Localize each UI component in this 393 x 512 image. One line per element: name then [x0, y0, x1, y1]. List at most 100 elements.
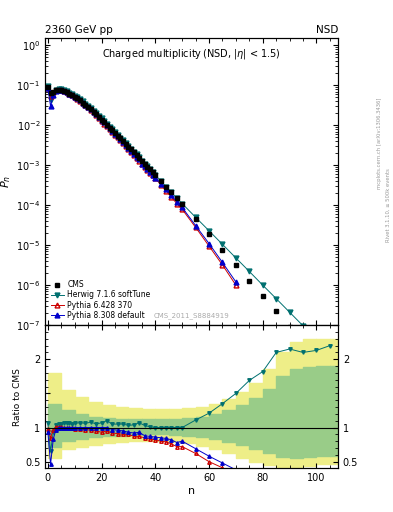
Pythia 8.308 default	[83, 101, 88, 108]
Pythia 8.308 default	[180, 204, 185, 210]
Pythia 8.308 default	[116, 133, 120, 139]
CMS	[129, 146, 134, 153]
Pythia 8.308 default	[86, 104, 90, 110]
Pythia 6.428 370	[233, 282, 238, 288]
Pythia 6.428 370	[75, 96, 80, 102]
Pythia 8.308 default	[51, 92, 56, 98]
Pythia 8.308 default	[91, 109, 96, 115]
Pythia 8.308 default	[207, 241, 211, 247]
Pythia 8.308 default	[220, 260, 225, 266]
Pythia 8.308 default	[53, 88, 58, 94]
Pythia 6.428 370	[59, 87, 64, 93]
Pythia 6.428 370	[153, 175, 158, 181]
Pythia 8.308 default	[158, 180, 163, 186]
Pythia 6.428 370	[113, 132, 118, 138]
Line: Pythia 8.308 default: Pythia 8.308 default	[46, 86, 238, 285]
Pythia 6.428 370	[88, 107, 93, 113]
Pythia 6.428 370	[132, 152, 136, 158]
Pythia 8.308 default	[233, 279, 238, 285]
Line: Herwig 7.1.6 softTune: Herwig 7.1.6 softTune	[46, 84, 332, 355]
Pythia 6.428 370	[51, 89, 56, 95]
Pythia 6.428 370	[67, 91, 72, 97]
CMS	[164, 184, 169, 190]
Herwig 7.1.6 softTune	[86, 102, 90, 109]
Pythia 8.308 default	[56, 87, 61, 93]
Pythia 8.308 default	[113, 131, 118, 137]
Pythia 8.308 default	[118, 136, 123, 142]
Pythia 8.308 default	[94, 111, 99, 117]
Pythia 6.428 370	[64, 89, 69, 95]
Pythia 8.308 default	[140, 161, 144, 167]
Pythia 6.428 370	[134, 155, 139, 161]
CMS	[48, 90, 53, 96]
Pythia 6.428 370	[142, 163, 147, 169]
Pythia 6.428 370	[48, 93, 53, 99]
Herwig 7.1.6 softTune	[53, 87, 58, 93]
Herwig 7.1.6 softTune	[148, 166, 152, 172]
Pythia 8.308 default	[62, 88, 66, 94]
Pythia 6.428 370	[158, 181, 163, 187]
Pythia 6.428 370	[174, 201, 179, 207]
Pythia 6.428 370	[53, 87, 58, 93]
Herwig 7.1.6 softTune	[327, 350, 332, 356]
Pythia 6.428 370	[220, 262, 225, 268]
Pythia 6.428 370	[105, 123, 109, 130]
Pythia 8.308 default	[64, 89, 69, 95]
Pythia 8.308 default	[88, 106, 93, 113]
Pythia 6.428 370	[193, 224, 198, 230]
Pythia 6.428 370	[56, 87, 61, 93]
Pythia 8.308 default	[164, 186, 169, 193]
Pythia 6.428 370	[145, 166, 150, 173]
Pythia 8.308 default	[121, 139, 125, 145]
Pythia 6.428 370	[91, 110, 96, 116]
Pythia 6.428 370	[123, 143, 128, 150]
X-axis label: n: n	[188, 486, 195, 496]
Pythia 8.308 default	[75, 95, 80, 101]
Pythia 8.308 default	[126, 145, 131, 151]
Pythia 8.308 default	[59, 88, 64, 94]
Pythia 8.308 default	[97, 114, 101, 120]
Pythia 6.428 370	[129, 148, 134, 155]
Line: Pythia 6.428 370: Pythia 6.428 370	[46, 85, 238, 288]
Pythia 8.308 default	[137, 156, 141, 162]
Herwig 7.1.6 softTune	[110, 126, 115, 133]
Pythia 6.428 370	[99, 118, 104, 124]
Pythia 6.428 370	[180, 206, 185, 212]
Pythia 8.308 default	[193, 223, 198, 229]
Pythia 8.308 default	[148, 168, 152, 175]
Herwig 7.1.6 softTune	[46, 83, 50, 90]
Pythia 8.308 default	[129, 148, 134, 154]
CMS	[46, 84, 50, 90]
Pythia 6.428 370	[81, 99, 85, 105]
Pythia 8.308 default	[123, 142, 128, 148]
Pythia 8.308 default	[174, 199, 179, 205]
Herwig 7.1.6 softTune	[150, 169, 155, 175]
Pythia 6.428 370	[83, 102, 88, 108]
Pythia 8.308 default	[150, 172, 155, 178]
Pythia 8.308 default	[169, 192, 174, 198]
Pythia 6.428 370	[86, 104, 90, 111]
Pythia 8.308 default	[110, 127, 115, 134]
Pythia 8.308 default	[102, 119, 107, 125]
Pythia 6.428 370	[116, 134, 120, 140]
Pythia 6.428 370	[62, 88, 66, 94]
Pythia 8.308 default	[46, 85, 50, 91]
Pythia 8.308 default	[105, 122, 109, 129]
Pythia 6.428 370	[46, 84, 50, 91]
Pythia 8.308 default	[134, 154, 139, 160]
Pythia 8.308 default	[99, 116, 104, 122]
Pythia 6.428 370	[72, 94, 77, 100]
Pythia 6.428 370	[169, 194, 174, 200]
Pythia 8.308 default	[107, 125, 112, 131]
Pythia 6.428 370	[148, 169, 152, 176]
Pythia 8.308 default	[132, 151, 136, 157]
Pythia 6.428 370	[137, 158, 141, 164]
Text: mcplots.cern.ch [arXiv:1306.3436]: mcplots.cern.ch [arXiv:1306.3436]	[377, 98, 382, 189]
Pythia 6.428 370	[70, 92, 74, 98]
Herwig 7.1.6 softTune	[51, 90, 56, 96]
Pythia 6.428 370	[207, 243, 211, 249]
Pythia 6.428 370	[118, 137, 123, 143]
Legend: CMS, Herwig 7.1.6 softTune, Pythia 6.428 370, Pythia 8.308 default: CMS, Herwig 7.1.6 softTune, Pythia 6.428…	[49, 279, 152, 322]
Line: CMS: CMS	[46, 85, 319, 360]
Text: CMS_2011_S8884919: CMS_2011_S8884919	[154, 313, 230, 319]
